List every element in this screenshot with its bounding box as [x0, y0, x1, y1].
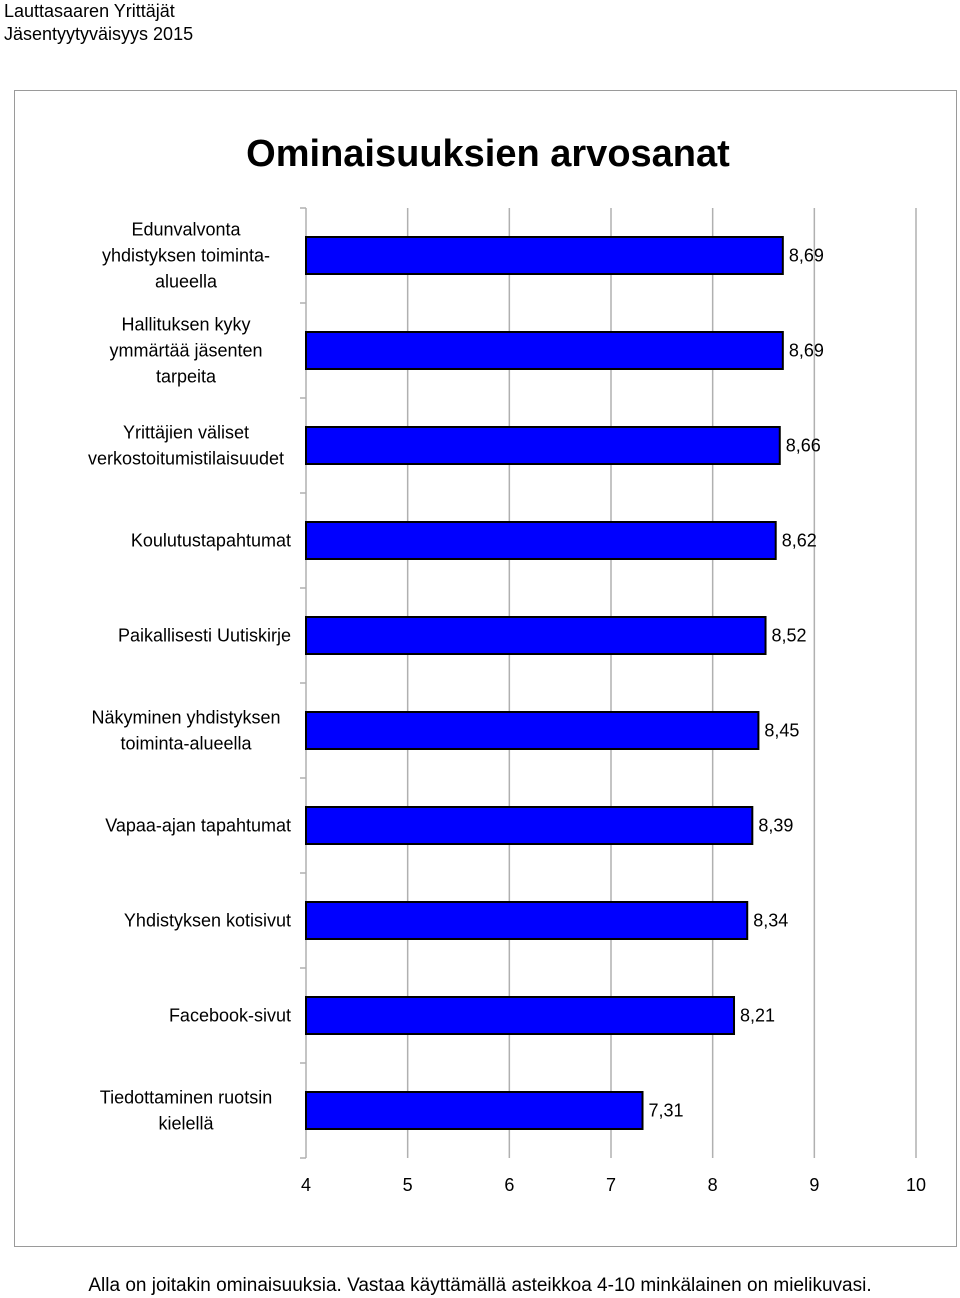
bar-5: [305, 616, 767, 655]
bar-3: [305, 426, 781, 465]
x-tick-label-7: 7: [606, 1175, 616, 1195]
category-label-2: Hallituksen kyky ymmärtää jäsenten tarpeit…: [109, 315, 262, 387]
value-label-5: 8,52: [772, 626, 807, 646]
category-label-3: Yrittäjien väliset verkostoitumistilaisuu…: [88, 423, 284, 469]
bar-9: [305, 996, 736, 1035]
bar-4: [305, 521, 777, 560]
bar-6: [305, 711, 760, 750]
category-label-10: Tiedottaminen ruotsin kielellä: [100, 1088, 272, 1134]
category-label-line: alueella: [155, 272, 218, 292]
category-label-1: Edunvalvonta yhdistyksen toiminta-alueell…: [102, 220, 270, 292]
category-label-line: Hallituksen kyky: [121, 315, 250, 335]
value-label-2: 8,69: [789, 341, 824, 361]
bar-1: [305, 236, 784, 275]
bar-10: [305, 1091, 644, 1130]
report-header: Lauttasaaren Yrittäjät Jäsentyytyväisyys…: [4, 0, 193, 46]
chart-frame: [14, 90, 957, 1247]
category-label-line: Yhdistyksen kotisivut: [124, 911, 291, 931]
bar-2: [305, 331, 784, 370]
category-label-9: Facebook-sivut: [169, 1006, 291, 1026]
category-label-line: tarpeita: [156, 367, 217, 387]
category-label-line: Vapaa-ajan tapahtumat: [105, 816, 291, 836]
x-tick-label-6: 6: [504, 1175, 514, 1195]
category-label-line: Edunvalvonta: [131, 220, 241, 240]
category-label-line: ymmärtää jäsenten: [109, 341, 262, 361]
value-label-4: 8,62: [782, 531, 817, 551]
chart-title: Ominaisuuksien arvosanat: [246, 133, 730, 175]
x-tick-label-5: 5: [403, 1175, 413, 1195]
category-label-6: Näkyminen yhdistyksen toiminta-alueella: [91, 708, 280, 754]
category-label-line: verkostoitumistilaisuudet: [88, 449, 284, 469]
category-label-line: Tiedottaminen ruotsin: [100, 1088, 272, 1108]
x-tick-label-4: 4: [301, 1175, 311, 1195]
value-label-10: 7,31: [649, 1101, 684, 1121]
value-label-8: 8,34: [753, 911, 788, 931]
bar-8: [305, 901, 749, 940]
bar-7: [305, 806, 754, 845]
survey-name: Jäsentyytyväisyys 2015: [4, 24, 194, 44]
x-tick-label-10: 10: [906, 1175, 926, 1195]
organization-name: Lauttasaaren Yrittäjät: [4, 1, 175, 21]
value-label-9: 8,21: [740, 1006, 775, 1026]
value-label-6: 8,45: [764, 721, 799, 741]
x-tick-label-9: 9: [809, 1175, 819, 1195]
category-label-line: yhdistyksen toiminta-: [102, 246, 270, 266]
category-label-line: toiminta-alueella: [120, 734, 252, 754]
bar-chart: Ominaisuuksien arvosanat 4 5 6 7 8 9 10 8,69 Edun…: [88, 133, 926, 1195]
category-label-line: Facebook-sivut: [169, 1006, 291, 1026]
category-label-line: Näkyminen yhdistyksen: [91, 708, 280, 728]
value-label-1: 8,69: [789, 246, 824, 266]
footer-instructions: Alla on joitakin ominaisuuksia. Vastaa k…: [88, 1275, 872, 1296]
category-label-line: Paikallisesti Uutiskirje: [118, 626, 291, 646]
category-label-8: Yhdistyksen kotisivut: [124, 911, 291, 931]
category-label-7: Vapaa-ajan tapahtumat: [105, 816, 291, 836]
category-label-4: Koulutustapahtumat: [131, 531, 291, 551]
category-label-line: Yrittäjien väliset: [123, 423, 249, 443]
category-label-line: kielellä: [158, 1114, 214, 1134]
value-label-7: 8,39: [758, 816, 793, 836]
category-label-5: Paikallisesti Uutiskirje: [118, 626, 291, 646]
value-label-3: 8,66: [786, 436, 821, 456]
x-tick-label-8: 8: [708, 1175, 718, 1195]
category-label-line: Koulutustapahtumat: [131, 531, 291, 551]
